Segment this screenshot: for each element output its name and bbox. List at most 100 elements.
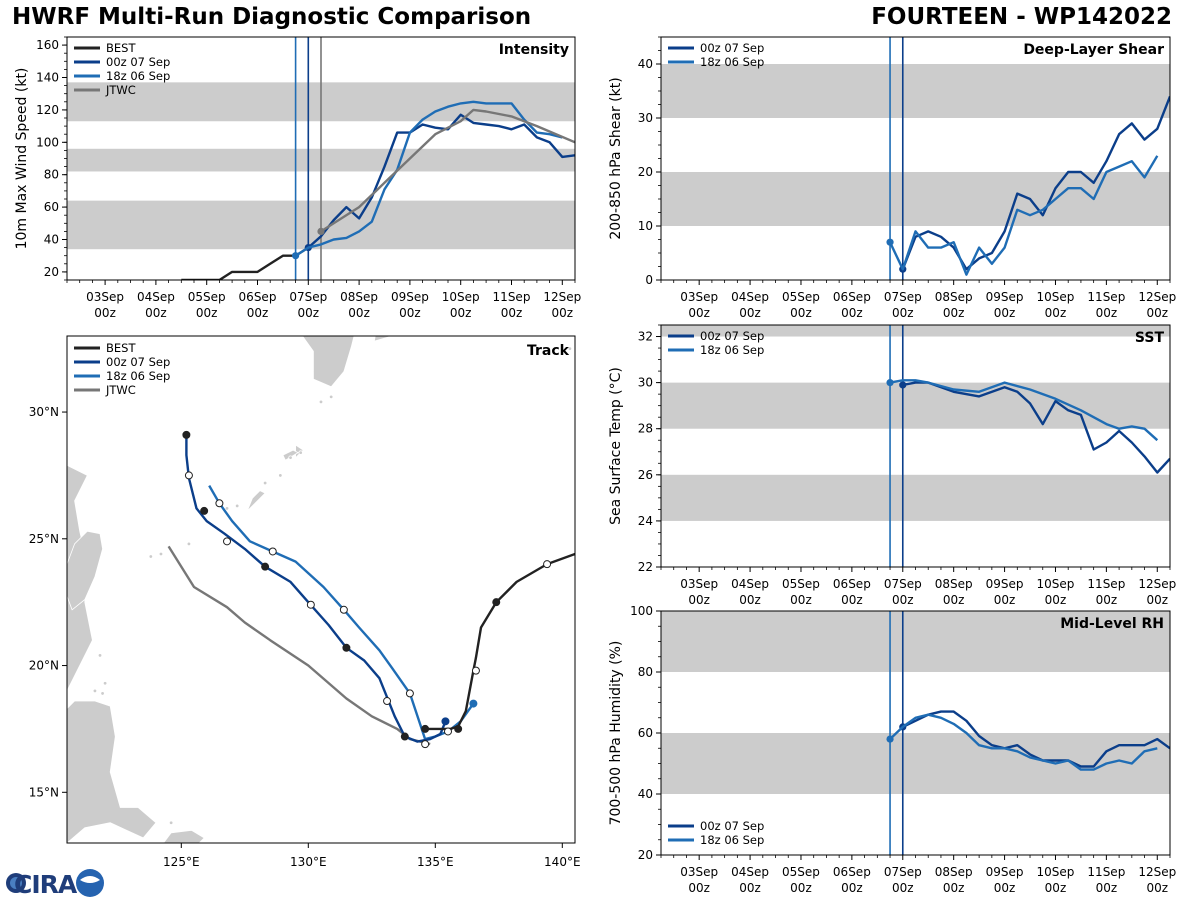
x-tick-sublabel: 00z (688, 306, 710, 320)
island (102, 681, 108, 686)
series-line (902, 381, 1170, 474)
init-marker (292, 252, 300, 260)
panel-title: SST (1135, 330, 1165, 346)
y-tick-label: 30 (638, 376, 653, 390)
track-point (268, 547, 277, 556)
chart-sst: 22 24 26 28 30 32 03Sep 00z 04Sep 00z 05Sep 00z 06Se… (608, 324, 1176, 607)
band (661, 325, 1170, 337)
x-tick-sublabel: 00z (739, 881, 761, 895)
track-point (306, 600, 315, 609)
x-tick-label: 08Sep (935, 290, 973, 304)
x-tick-label: 06Sep (833, 577, 871, 591)
panel-title: Deep-Layer Shear (1023, 42, 1164, 58)
legend-label: 00z 07 Sep (700, 41, 764, 55)
track-point (469, 699, 478, 708)
y-tick-label: 25°N (29, 532, 59, 546)
band (661, 733, 1170, 794)
track-point (261, 562, 270, 571)
land-masses (67, 332, 573, 843)
island (262, 480, 268, 486)
series-line (307, 113, 575, 249)
track-line (425, 552, 575, 731)
y-tick-label: 28 (638, 422, 653, 436)
y-tick-label: 32 (638, 330, 653, 344)
track-point (215, 499, 224, 508)
x-tick-label: 07Sep (884, 865, 922, 879)
y-tick-label: 15°N (29, 785, 59, 799)
x-tick-label: 12Sep (1138, 577, 1176, 591)
track-point (471, 666, 480, 675)
init-marker (886, 238, 894, 246)
series-line (294, 100, 563, 257)
island (100, 691, 105, 696)
series-line (181, 246, 309, 280)
x-tick-label: 140°E (544, 855, 581, 869)
x-tick-label: 130°E (290, 855, 327, 869)
x-tick-label: 03Sep (680, 865, 718, 879)
island (97, 653, 103, 658)
title-right: FOURTEEN - WP142022 (871, 4, 1172, 30)
legend-label: 00z 07 Sep (106, 355, 170, 369)
series-line (901, 95, 1170, 271)
x-tick-sublabel: 00z (841, 306, 863, 320)
x-tick-label: 04Sep (731, 865, 769, 879)
y-tick-label: 40 (638, 787, 653, 801)
legend-label: JTWC (105, 383, 136, 397)
x-tick-sublabel: 00z (552, 306, 574, 320)
track-point (543, 560, 552, 569)
logo-swoosh (80, 876, 100, 883)
x-tick-sublabel: 00z (1146, 593, 1168, 607)
track-line (167, 545, 431, 746)
x-tick-label: 05Sep (782, 577, 820, 591)
legend-label: 00z 07 Sep (700, 819, 764, 833)
track-point (200, 506, 209, 515)
track-point (421, 740, 430, 749)
x-tick-sublabel: 00z (943, 881, 965, 895)
x-tick-label: 09Sep (986, 577, 1024, 591)
logo-globe-inner (10, 877, 22, 889)
y-tick-label: 24 (638, 514, 653, 528)
land-kyushu (302, 336, 355, 388)
x-tick-label: 12Sep (1138, 865, 1176, 879)
land-shikoku (373, 336, 394, 342)
y-tick-label: 120 (36, 103, 59, 117)
y-tick-label: 100 (36, 135, 59, 149)
x-tick-label: 135°E (417, 855, 454, 869)
band (661, 382, 1170, 429)
x-tick-sublabel: 00z (841, 593, 863, 607)
track-point (184, 471, 193, 480)
track-point (441, 717, 450, 726)
island (555, 332, 559, 336)
x-tick-label: 10Sep (1037, 577, 1075, 591)
y-tick-label: 60 (638, 726, 653, 740)
x-tick-label: 07Sep (289, 290, 327, 304)
x-tick-label: 08Sep (340, 290, 378, 304)
x-tick-label: 11Sep (493, 290, 531, 304)
track-line (185, 434, 447, 743)
x-tick-sublabel: 00z (994, 306, 1016, 320)
y-tick-label: 22 (638, 560, 653, 574)
init-marker (317, 227, 325, 235)
x-tick-sublabel: 00z (1146, 881, 1168, 895)
x-tick-sublabel: 00z (790, 593, 812, 607)
x-tick-sublabel: 00z (688, 881, 710, 895)
chart-track: 125°E 130°E 135°E 140°E 15°N 20°N 25°N 30°N Trac… (29, 332, 581, 869)
x-tick-sublabel: 00z (1096, 593, 1118, 607)
x-tick-label: 10Sep (1037, 290, 1075, 304)
y-tick-label: 30°N (29, 405, 59, 419)
init-marker (899, 381, 907, 389)
y-tick-label: 80 (638, 665, 653, 679)
x-tick-sublabel: 00z (298, 306, 320, 320)
x-tick-sublabel: 00z (501, 306, 523, 320)
x-tick-sublabel: 00z (348, 306, 370, 320)
series-line (889, 713, 1158, 771)
x-tick-label: 04Sep (731, 290, 769, 304)
x-tick-label: 12Sep (1138, 290, 1176, 304)
x-tick-label: 06Sep (239, 290, 277, 304)
land-taiwan (67, 530, 104, 611)
track-point (421, 724, 430, 733)
island (148, 554, 154, 559)
x-tick-sublabel: 00z (841, 881, 863, 895)
island (224, 506, 230, 511)
island (567, 346, 573, 351)
